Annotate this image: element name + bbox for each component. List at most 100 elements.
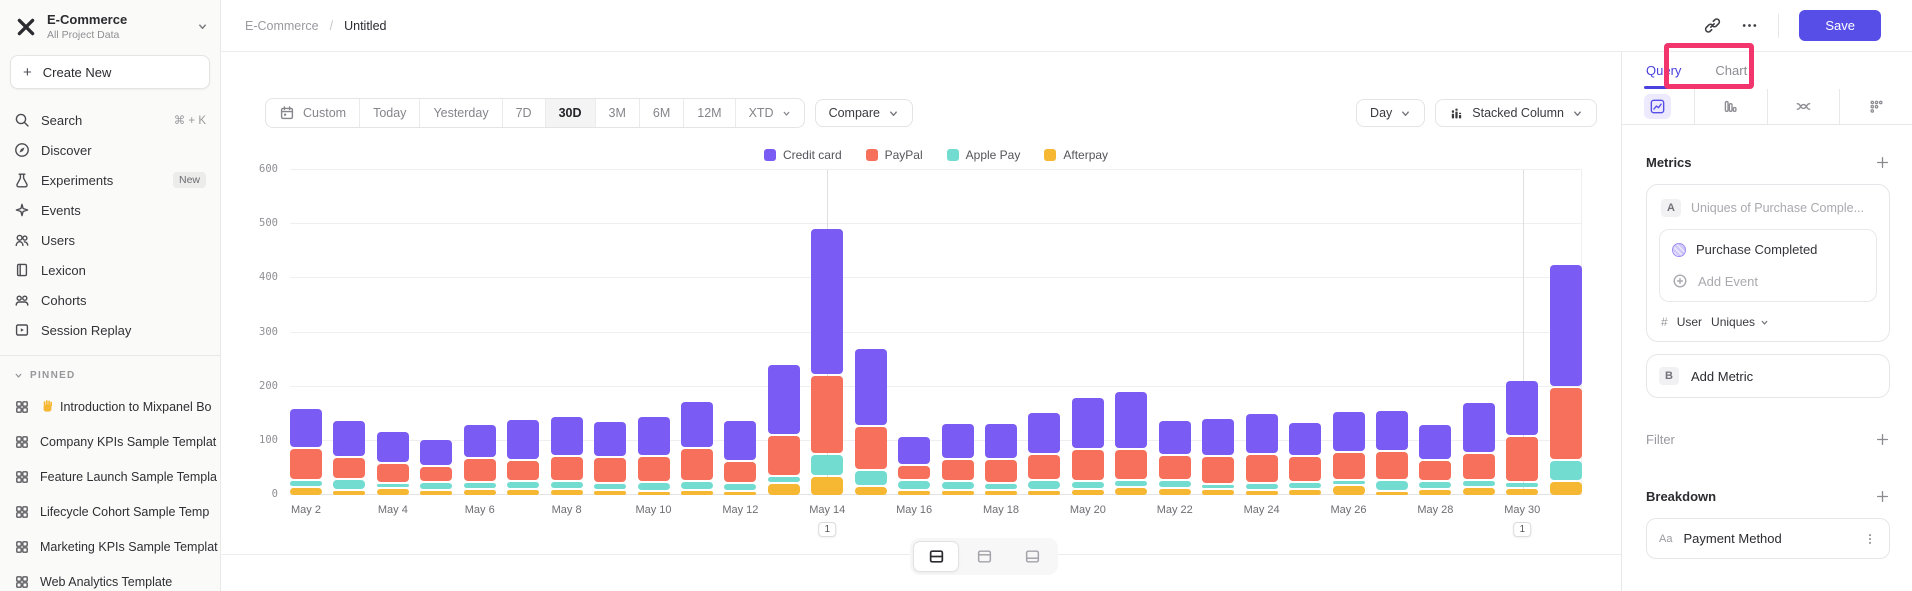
bar-segment-apple-pay[interactable] xyxy=(767,476,800,483)
bar-segment-afterpay[interactable] xyxy=(1419,490,1452,495)
bar-segment-credit-card[interactable] xyxy=(594,421,627,456)
bar-segment-afterpay[interactable] xyxy=(1506,488,1539,495)
bar-segment-apple-pay[interactable] xyxy=(1462,481,1495,486)
layout-panel-bottom-button[interactable] xyxy=(1009,541,1055,572)
legend-item-afterpay[interactable]: Afterpay xyxy=(1044,148,1108,162)
bar-segment-apple-pay[interactable] xyxy=(1158,481,1191,487)
bar-segment-apple-pay[interactable] xyxy=(290,481,322,486)
sidebar-item-cohorts[interactable]: Cohorts xyxy=(0,285,220,315)
bar-segment-apple-pay[interactable] xyxy=(1375,480,1408,490)
bar-segment-credit-card[interactable] xyxy=(1462,403,1495,452)
bar-segment-paypal[interactable] xyxy=(1419,461,1452,480)
bar-segment-afterpay[interactable] xyxy=(594,490,627,495)
bar-segment-credit-card[interactable] xyxy=(550,416,583,456)
bar-segment-credit-card[interactable] xyxy=(1549,265,1582,386)
event-selector[interactable]: Purchase Completed xyxy=(1672,242,1864,257)
tab-flows[interactable] xyxy=(1768,89,1841,124)
metric-a-title-placeholder[interactable]: Uniques of Purchase Comple... xyxy=(1691,201,1865,215)
bar-segment-paypal[interactable] xyxy=(767,435,800,475)
bar-segment-apple-pay[interactable] xyxy=(594,484,627,489)
tab-retention[interactable] xyxy=(1840,89,1912,124)
tab-insights[interactable] xyxy=(1622,89,1695,124)
bar-segment-paypal[interactable] xyxy=(811,376,844,454)
sidebar-item-experiments[interactable]: Experiments New xyxy=(0,165,220,195)
bar-segment-paypal[interactable] xyxy=(290,449,322,480)
chart-type-dropdown[interactable]: Stacked Column xyxy=(1435,99,1597,127)
bar-segment-credit-card[interactable] xyxy=(724,421,757,460)
bar-segment-apple-pay[interactable] xyxy=(985,483,1017,490)
bar-segment-apple-pay[interactable] xyxy=(1028,481,1061,489)
bar-segment-apple-pay[interactable] xyxy=(420,483,453,489)
range-button-yesterday[interactable]: Yesterday xyxy=(419,99,501,127)
sidebar-item-events[interactable]: Events xyxy=(0,195,220,225)
bar-segment-afterpay[interactable] xyxy=(1245,490,1278,495)
bar-segment-credit-card[interactable] xyxy=(985,424,1017,459)
pinned-board-item[interactable]: Web Analytics Template xyxy=(0,564,220,591)
sidebar-item-discover[interactable]: Discover xyxy=(0,135,220,165)
bar-segment-credit-card[interactable] xyxy=(898,436,931,465)
bar-segment-apple-pay[interactable] xyxy=(1071,482,1104,488)
bar-segment-paypal[interactable] xyxy=(333,458,366,479)
tab-funnels[interactable] xyxy=(1695,89,1768,124)
bar-segment-afterpay[interactable] xyxy=(290,488,322,495)
bar-segment-afterpay[interactable] xyxy=(1071,489,1104,495)
bar-segment-apple-pay[interactable] xyxy=(463,483,496,488)
bar-segment-apple-pay[interactable] xyxy=(811,455,844,475)
bar-segment-credit-card[interactable] xyxy=(941,423,974,459)
bar-segment-apple-pay[interactable] xyxy=(680,482,713,489)
bar-segment-credit-card[interactable] xyxy=(767,364,800,434)
save-button[interactable]: Save xyxy=(1799,10,1881,41)
breakdown-payment-method[interactable]: Aa Payment Method xyxy=(1646,518,1890,559)
bar-segment-paypal[interactable] xyxy=(898,466,931,480)
add-event-button[interactable]: Add Event xyxy=(1672,273,1864,289)
bar-segment-credit-card[interactable] xyxy=(1202,418,1235,455)
bar-segment-afterpay[interactable] xyxy=(1375,492,1408,495)
bar-segment-credit-card[interactable] xyxy=(333,421,366,457)
bar-segment-credit-card[interactable] xyxy=(507,419,540,460)
tab-query[interactable]: Query xyxy=(1643,52,1684,89)
bar-segment-paypal[interactable] xyxy=(1506,436,1539,482)
bar-segment-afterpay[interactable] xyxy=(680,490,713,495)
pinned-section-header[interactable]: PINNED xyxy=(0,366,220,389)
bar-segment-credit-card[interactable] xyxy=(1028,413,1061,453)
add-metric-b-card[interactable]: B Add Metric xyxy=(1646,354,1890,398)
bar-segment-afterpay[interactable] xyxy=(1289,490,1322,495)
bar-segment-credit-card[interactable] xyxy=(1071,397,1104,449)
bar-segment-apple-pay[interactable] xyxy=(333,480,366,489)
sidebar-item-lexicon[interactable]: Lexicon xyxy=(0,255,220,285)
bar-segment-paypal[interactable] xyxy=(1158,456,1191,479)
bar-segment-afterpay[interactable] xyxy=(1028,490,1061,495)
bar-segment-paypal[interactable] xyxy=(507,461,540,481)
compare-button[interactable]: Compare xyxy=(814,99,913,127)
bar-segment-paypal[interactable] xyxy=(550,457,583,480)
bar-segment-paypal[interactable] xyxy=(637,457,670,482)
pinned-board-item[interactable]: Lifecycle Cohort Sample Temp xyxy=(0,494,220,529)
tab-chart[interactable]: Chart xyxy=(1715,63,1748,78)
bar-segment-afterpay[interactable] xyxy=(637,491,670,495)
kebab-menu-icon[interactable] xyxy=(1863,532,1877,546)
bar-segment-paypal[interactable] xyxy=(985,460,1017,482)
bar-segment-paypal[interactable] xyxy=(854,427,887,470)
bar-segment-credit-card[interactable] xyxy=(1289,423,1322,456)
bar-segment-paypal[interactable] xyxy=(1462,453,1495,480)
bar-segment-afterpay[interactable] xyxy=(1202,489,1235,495)
bar-segment-credit-card[interactable] xyxy=(1375,411,1408,450)
bar-segment-credit-card[interactable] xyxy=(811,229,844,375)
bar-segment-afterpay[interactable] xyxy=(420,490,453,495)
bar-segment-apple-pay[interactable] xyxy=(507,482,540,488)
bar-segment-paypal[interactable] xyxy=(594,457,627,483)
bar-segment-credit-card[interactable] xyxy=(1332,411,1365,451)
bar-segment-afterpay[interactable] xyxy=(1462,488,1495,495)
sidebar-item-session-replay[interactable]: Session Replay xyxy=(0,315,220,345)
add-metric-plus-button[interactable] xyxy=(1875,155,1890,170)
legend-item-apple-pay[interactable]: Apple Pay xyxy=(946,148,1020,162)
annotation-badge[interactable]: 1 xyxy=(818,522,837,537)
pinned-board-item[interactable]: Marketing KPIs Sample Templat xyxy=(0,529,220,564)
bar-segment-apple-pay[interactable] xyxy=(1332,480,1365,485)
bar-segment-apple-pay[interactable] xyxy=(1115,481,1148,486)
bar-segment-paypal[interactable] xyxy=(724,461,757,483)
bar-segment-credit-card[interactable] xyxy=(1506,381,1539,435)
bar-segment-paypal[interactable] xyxy=(1549,388,1582,459)
pinned-board-item[interactable]: Introduction to Mixpanel Bo xyxy=(0,389,220,424)
legend-item-credit-card[interactable]: Credit card xyxy=(763,148,842,162)
